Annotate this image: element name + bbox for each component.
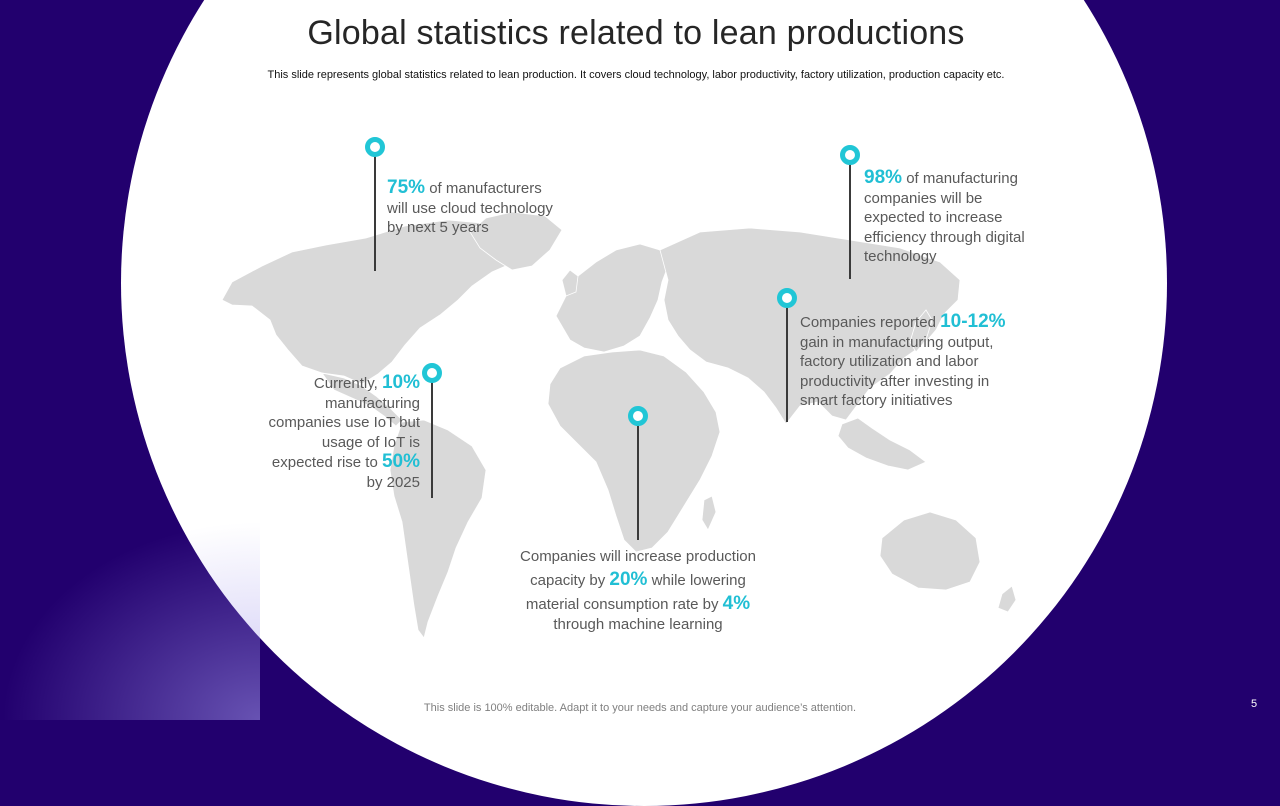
map-pin-icon	[422, 363, 442, 383]
footer-note: This slide is 100% editable. Adapt it to…	[423, 702, 857, 714]
europe-landmass	[555, 243, 669, 353]
callout-text: companies use IoT but	[268, 414, 420, 431]
stat-iot-current-percent: 10%	[381, 372, 420, 393]
callout-text: of manufacturers	[425, 180, 542, 197]
page-number: 5	[1251, 698, 1258, 710]
callout-text: factory utilization and labor	[800, 353, 979, 370]
callout-text: efficiency through digital	[864, 228, 1025, 246]
map-pin-icon	[628, 406, 648, 426]
stat-material-percent: 4%	[722, 593, 751, 614]
callout-text: Currently,	[313, 375, 382, 392]
pin-line-iot	[431, 380, 433, 498]
stat-smart-percent: 10-12%	[940, 311, 1006, 332]
callout-text: by next 5 years	[387, 219, 489, 236]
southeast-asia-landmass	[837, 417, 927, 471]
callout-text: will use cloud technology	[387, 199, 553, 217]
callout-smart: Companies reported 10-12% gain in manufa…	[800, 312, 1040, 411]
map-pin-icon	[777, 288, 797, 308]
south-america-landmass	[389, 419, 487, 639]
stat-digital-percent: 98%	[864, 167, 903, 188]
world-map	[221, 211, 1017, 639]
stat-iot-target-percent: 50%	[381, 451, 420, 472]
callout-cloud: 75% of manufacturers will use cloud tech…	[387, 178, 607, 238]
callout-text: expected rise to	[271, 454, 382, 471]
callout-iot: Currently, 10% manufacturing companies u…	[240, 373, 420, 492]
pin-line-digital	[849, 160, 851, 279]
callout-text: companies will be	[864, 189, 983, 207]
central-america-landmass	[321, 372, 403, 427]
australia-landmass	[879, 511, 981, 591]
callout-text: Companies will increase production	[520, 548, 756, 565]
callout-text: Companies reported	[800, 314, 941, 331]
africa-landmass	[547, 349, 721, 553]
callout-digital: 98% of manufacturing companies will be e…	[864, 168, 1064, 267]
asia-landmass	[659, 227, 961, 425]
callout-text: technology	[864, 248, 937, 265]
callout-text: by 2025	[366, 473, 420, 491]
pin-line-smart	[786, 302, 788, 422]
callout-text: usage of IoT is	[321, 433, 420, 451]
page-title: Global statistics related to lean produc…	[307, 14, 965, 52]
map-pin-icon	[840, 145, 860, 165]
callout-text: while lowering	[647, 572, 746, 589]
pin-line-cloud	[374, 150, 376, 271]
pin-line-capacity	[637, 422, 639, 540]
uk-landmass	[561, 269, 579, 297]
north-america-landmass	[221, 219, 537, 385]
callout-text: expected to increase	[864, 209, 1003, 226]
callout-text: capacity by	[530, 572, 610, 589]
callout-text: of manufacturing	[902, 170, 1018, 187]
callout-text: gain in manufacturing output,	[800, 333, 994, 351]
stat-cloud-percent: 75%	[387, 177, 426, 198]
page-subtitle: This slide represents global statistics …	[267, 69, 1005, 81]
map-pin-icon	[365, 137, 385, 157]
callout-text: manufacturing	[324, 394, 420, 412]
callout-text: productivity after investing in	[800, 372, 990, 390]
japan-landmass	[909, 309, 933, 353]
greenland-landmass	[469, 211, 563, 271]
stat-capacity-percent: 20%	[609, 569, 648, 590]
callout-text: smart factory initiatives	[800, 392, 953, 409]
madagascar-landmass	[701, 495, 717, 531]
callout-text: material consumption rate by	[525, 596, 723, 613]
new-zealand-landmass	[997, 585, 1017, 613]
callout-capacity: Companies will increase production capac…	[488, 545, 788, 636]
callout-text: through machine learning	[553, 616, 723, 633]
